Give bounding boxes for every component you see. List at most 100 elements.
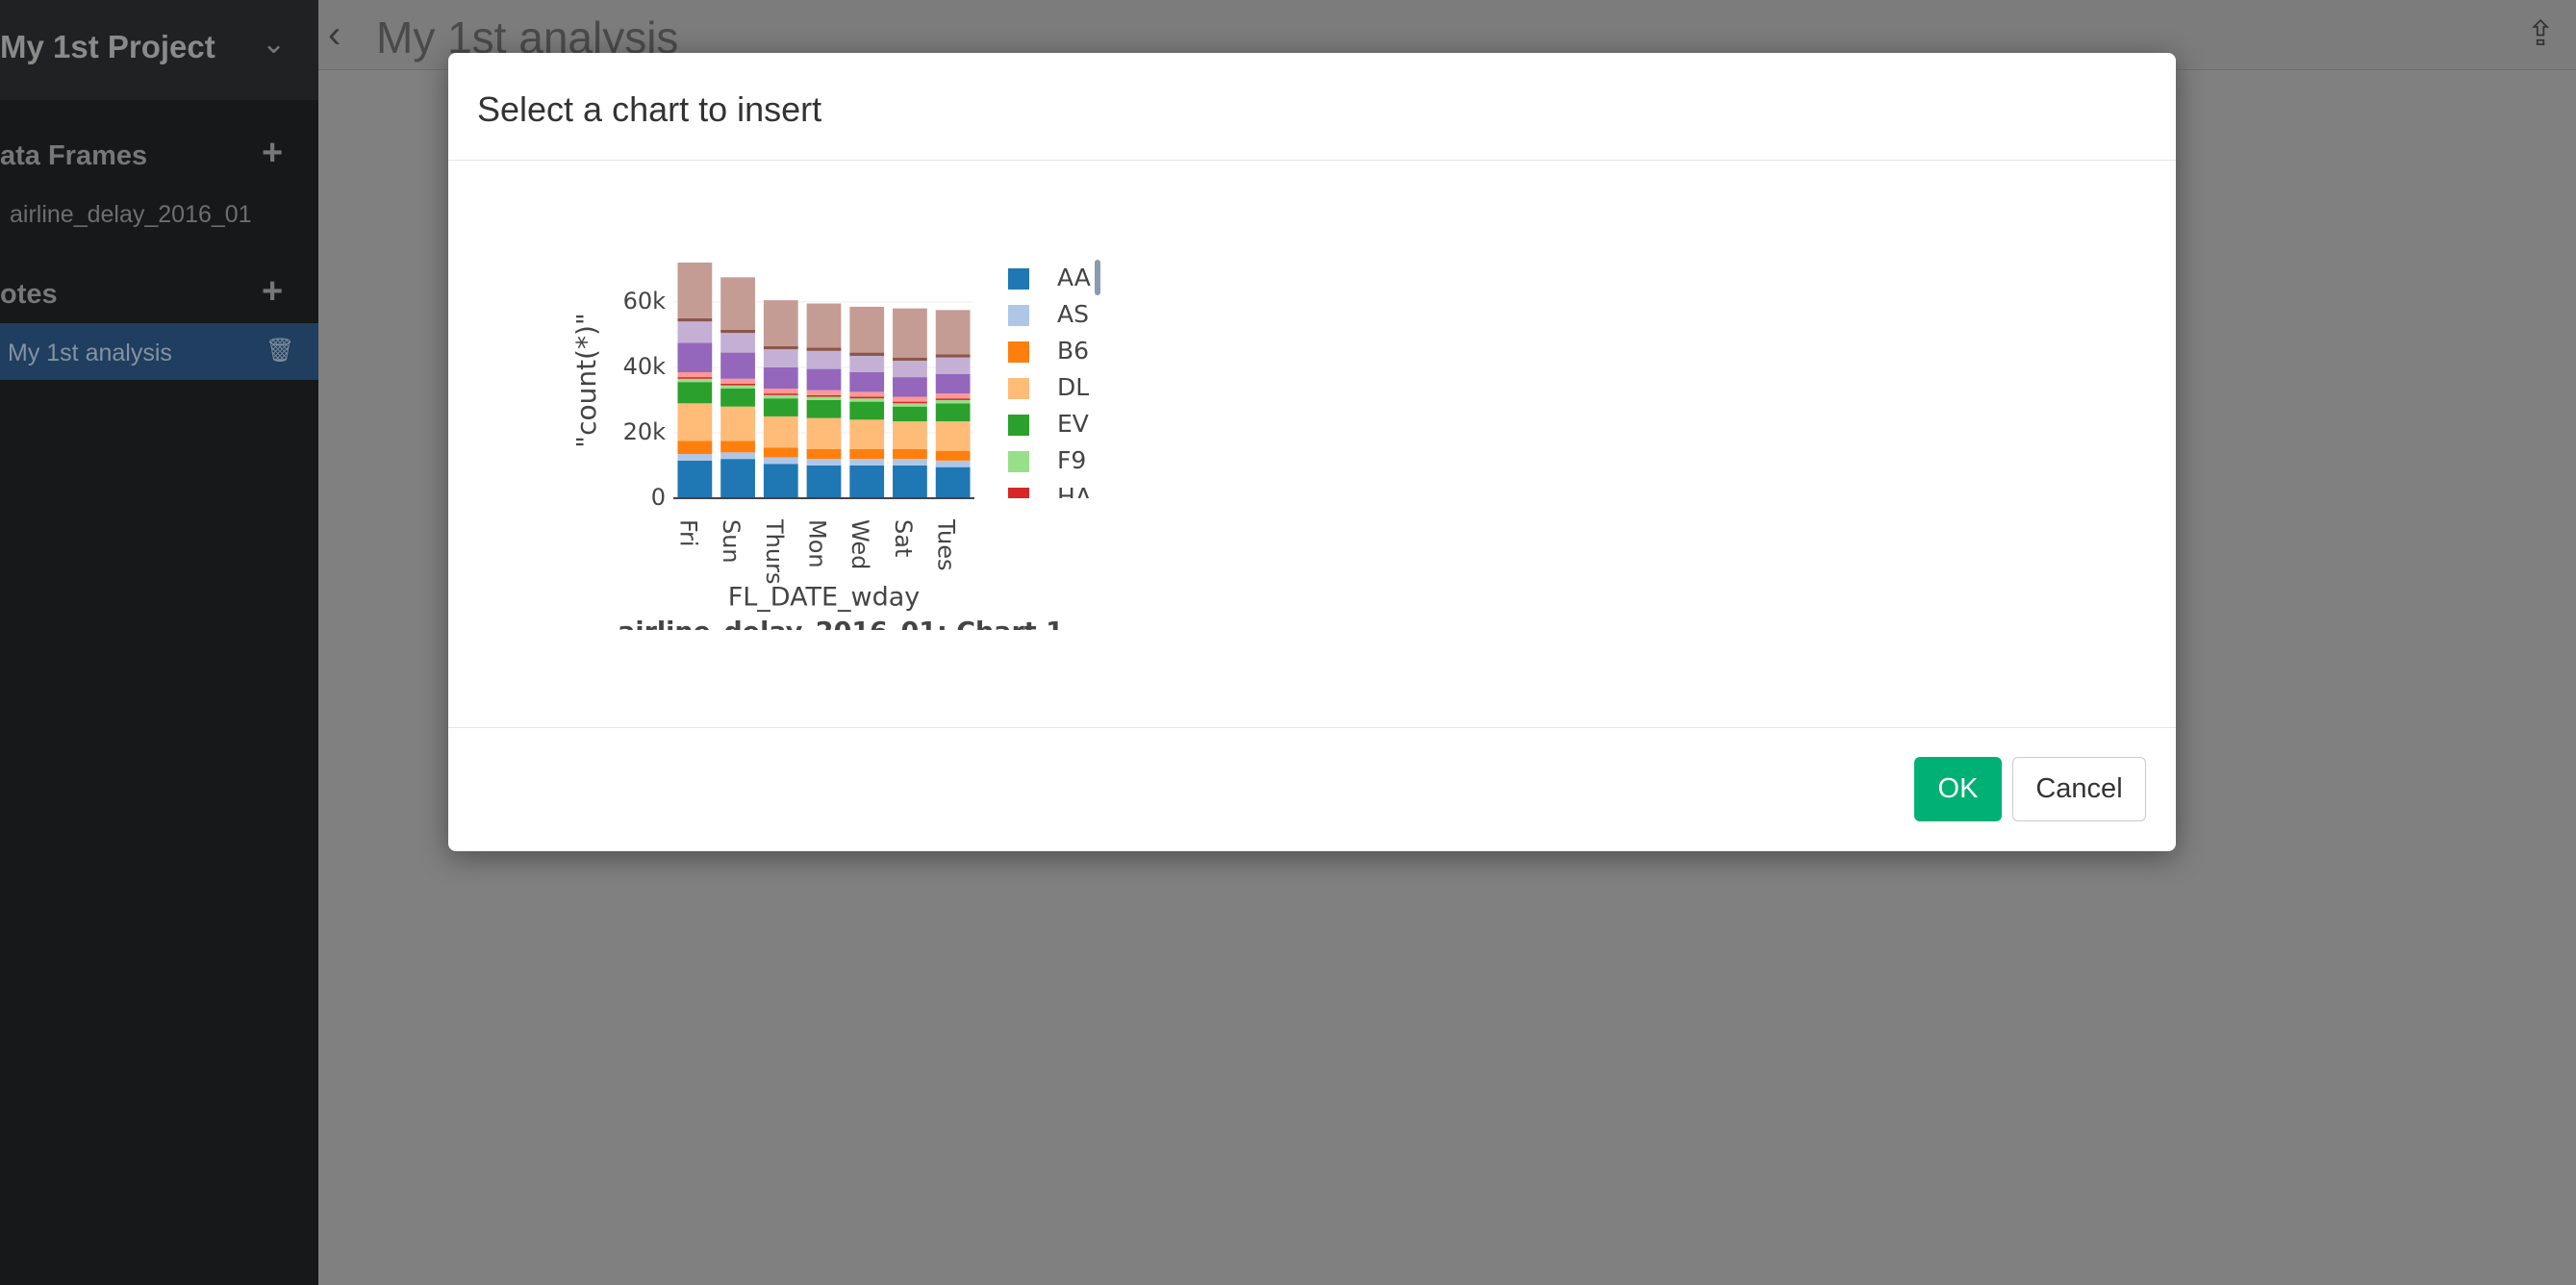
divider [448,160,2176,161]
bar-segment [806,399,842,418]
bar-segment [763,349,798,367]
bar-segment [720,333,755,353]
bar-segment [806,303,842,348]
y-tick-label: 20k [623,418,667,445]
bar-segment [935,373,971,394]
bar-segment [677,378,713,383]
bar-segment [677,460,713,498]
data-frame-item[interactable]: airline_delay_2016_01 [10,201,252,228]
x-tick-label: Mon [804,519,831,568]
bar-segment [763,416,798,448]
bar-segment [849,401,885,420]
bar-segment [763,464,798,498]
x-tick-label: Wed [846,519,873,569]
legend-label: AS [1057,300,1089,328]
bar-segment [677,371,713,378]
bar-segment [806,390,842,395]
bar-segment [935,354,971,358]
bar-segment [935,357,971,374]
bar-segment [849,459,885,466]
bar-segment [806,350,842,369]
bar-segment [806,368,842,391]
chart-title: airline_delay_2016_01: Chart 1 [618,617,1064,631]
bar-segment [720,385,755,390]
bar-segment [849,355,885,372]
ok-button[interactable]: OK [1914,757,2002,821]
chart[interactable]: 0 20k 40k 60k Fri Sun Thurs Mon Wed Sat Tues FL_DAT… [448,53,1410,630]
bar-segment [893,448,927,460]
y-tick-label: 40k [623,353,667,380]
bar-segment [849,398,885,402]
note-item[interactable]: My 1st analysis [8,340,172,366]
bar-segment [849,465,885,498]
bar-segment [720,459,755,498]
bar-segment [677,403,713,441]
legend-label: DL [1057,373,1089,401]
legend-label: EV [1057,410,1089,438]
sidebar: My 1st Project ⌄ ata Frames + airline_de… [0,0,318,1285]
legend-swatch [1008,305,1029,326]
bar-segment [893,361,927,378]
cancel-button[interactable]: Cancel [2012,757,2146,821]
bar-segment [935,393,971,399]
bar-segment [677,382,713,404]
legend-swatch [1008,451,1029,472]
bar-segment [849,419,885,449]
bar-segment [720,329,755,334]
selected-note[interactable] [0,323,318,380]
legend-swatch [1008,488,1029,498]
bar-segment [935,403,971,422]
bar-segment [849,391,885,397]
legend-label: HA [1057,483,1092,511]
bar-segment [893,308,927,358]
chevron[interactable]: ⌄ [262,28,287,60]
bar-segment [763,389,798,394]
dialog-title: Select a chart to insert [477,89,822,129]
legend-label: F9 [1057,446,1086,474]
y-tick-label: 60k [623,288,667,315]
bar-segment [935,398,971,400]
project-bar [0,0,318,100]
bar-segment [806,459,842,466]
x-tick-label: Sat [890,519,917,557]
legend-scrollbar[interactable] [1095,260,1100,295]
bar-segment [677,263,713,318]
x-axis-title: FL_DATE_wday [728,583,921,613]
bar-segment [806,347,842,351]
legend-swatch [1008,415,1029,436]
bar-segment [677,377,713,379]
legend-label: AA [1057,264,1091,291]
bar-segment [935,450,971,461]
bar-segment [677,441,713,455]
project-name[interactable]: My 1st Project [0,29,215,64]
x-tick-label: Fri [674,519,701,547]
bar-segment [935,310,971,355]
x-tick-label: Sun [718,519,745,564]
bar-segment [806,417,842,449]
bar-segment [849,352,885,356]
bar-segment [849,396,885,399]
export-icon[interactable]: ⇪ [2526,13,2556,53]
bar-segment [806,396,842,400]
bar-segment [720,452,755,460]
bar-segment [893,421,927,449]
bar-segment [935,399,971,404]
collapse-icon[interactable]: ‹ [328,13,341,56]
bar-segment [720,378,755,384]
bar-segment [849,306,885,353]
bar-segment [720,352,755,379]
bar-segment [763,398,798,416]
bar-segment [763,300,798,346]
bar-segment [677,317,713,322]
legend-swatch [1008,268,1029,290]
bar-segment [763,345,798,350]
add-button[interactable]: + [262,133,284,173]
bar-segment [763,394,798,399]
legend-swatch [1008,378,1029,399]
bar-segment [720,441,755,453]
bar-segment [935,466,971,498]
delete-icon[interactable]: 🗑 [265,338,295,364]
bar-segment [893,406,927,422]
bar-segment [849,448,885,460]
add-button[interactable]: + [262,271,284,312]
